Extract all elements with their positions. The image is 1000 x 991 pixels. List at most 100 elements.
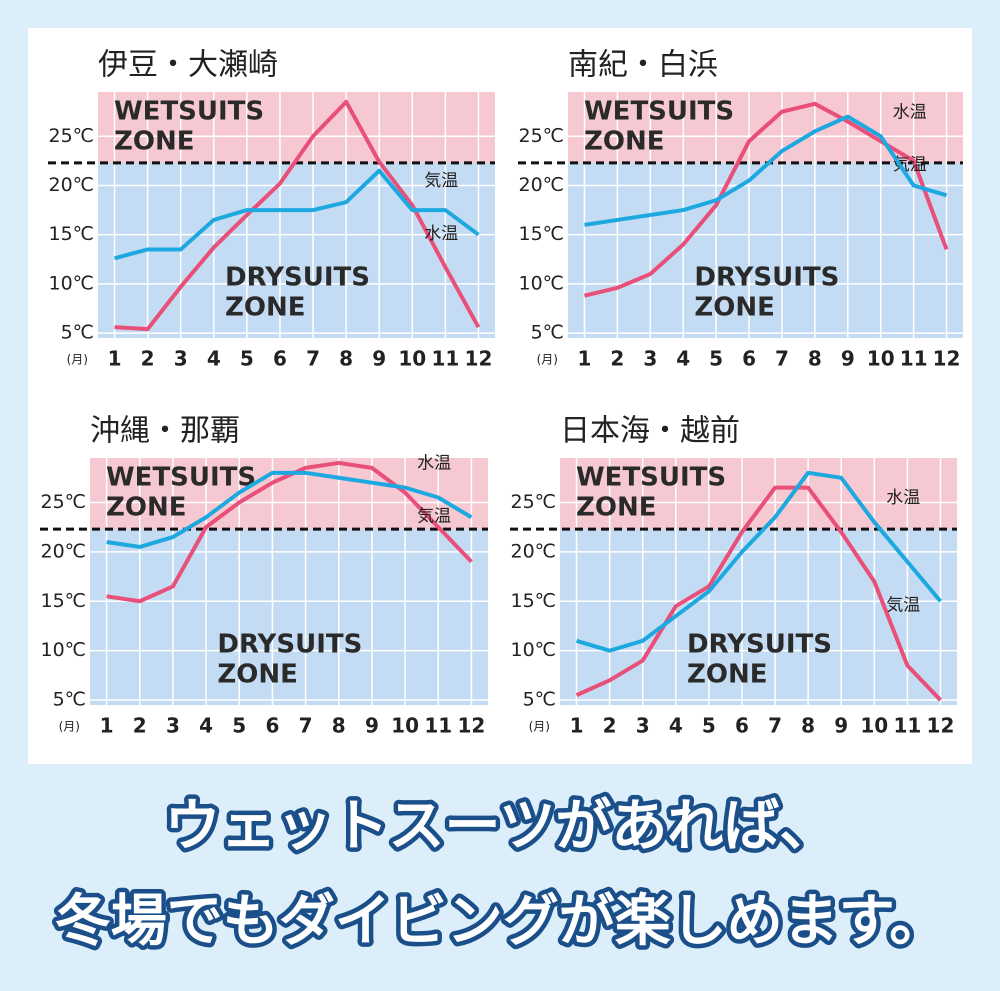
x-tick-label: 1 [100,714,114,738]
x-unit: (月) [537,353,558,367]
x-tick-label: 8 [339,347,353,371]
x-tick-label: 7 [299,714,313,738]
x-tick-label: 8 [332,714,346,738]
x-tick-label: 3 [174,347,188,371]
zone-label: WETSUITS [584,97,734,127]
zone-label: ZONE [114,127,194,157]
x-tick-label: 8 [808,347,822,371]
x-tick-label: 8 [801,714,815,738]
series-line [114,99,481,332]
dry-zone [568,162,963,338]
x-tick-label: 7 [775,347,789,371]
chart-title: 日本海・越前 [560,414,740,449]
x-tick-label: 9 [365,714,379,738]
x-unit: (月) [59,720,80,734]
x-tick-label: 5 [709,347,723,371]
x-tick-label: 12 [465,347,493,371]
x-tick-label: 9 [834,714,848,738]
y-tick-label: 10℃ [518,272,564,294]
x-tick-label: 3 [636,714,650,738]
x-tick-label: 6 [742,347,756,371]
y-tick-label: 10℃ [510,639,556,661]
x-unit: (月) [67,353,88,367]
y-tick-label: 5℃ [61,322,94,344]
x-tick-label: 10 [867,347,895,371]
wet-zone [560,458,957,530]
series-label: 気温 [886,596,920,616]
x-tick-label: 9 [372,347,386,371]
series-label: 水温 [417,454,451,474]
zone-label: ZONE [225,293,305,323]
x-tick-label: 3 [166,714,180,738]
series-label: 気温 [424,171,458,191]
x-tick-label: 1 [108,347,122,371]
zone-label: DRYSUITS [225,263,370,293]
x-tick-label: 6 [265,714,279,738]
x-tick-label: 10 [398,347,426,371]
x-tick-label: 12 [933,347,961,371]
x-tick-label: 2 [141,347,155,371]
x-tick-label: 12 [457,714,485,738]
x-tick-label: 6 [273,347,287,371]
x-tick-label: 2 [133,714,147,738]
zone-label: ZONE [106,493,186,523]
x-tick-label: 2 [610,347,624,371]
x-tick-label: 12 [927,714,955,738]
x-tick-label: 11 [900,347,928,371]
y-tick-label: 10℃ [48,272,94,294]
dry-zone [90,529,488,705]
x-tick-label: 11 [424,714,452,738]
chart-title: 南紀・白浜 [568,48,718,83]
zone-label: ZONE [687,660,767,690]
x-unit: (月) [529,720,550,734]
x-tick-label: 9 [841,347,855,371]
zone-label: ZONE [576,493,656,523]
series-line [106,470,473,549]
series-label: 水温 [893,102,927,122]
y-tick-label: 25℃ [48,125,94,147]
series-line [584,114,948,227]
dry-zone [560,529,957,705]
x-tick-label: 1 [577,347,591,371]
x-tick-label: 7 [306,347,320,371]
y-tick-label: 25℃ [40,491,86,513]
chart-title: 伊豆・大瀬崎 [98,48,278,83]
y-tick-label: 15℃ [40,590,86,612]
x-tick-label: 7 [768,714,782,738]
zone-label: ZONE [217,660,297,690]
series-label: 水温 [886,488,920,508]
y-tick-label: 10℃ [40,639,86,661]
series-line [114,168,480,261]
y-tick-label: 20℃ [510,540,556,562]
zone-label: ZONE [584,127,664,157]
y-tick-label: 25℃ [510,491,556,513]
x-tick-label: 2 [603,714,617,738]
y-tick-label: 20℃ [40,540,86,562]
series-line [575,470,942,653]
x-tick-label: 11 [431,347,459,371]
x-tick-label: 5 [240,347,254,371]
x-tick-label: 11 [893,714,921,738]
caption: ウェットスーツがあれば、 [165,794,836,859]
series-line [106,460,473,604]
caption: 冬場でもダイビングが楽しめます。 [55,889,945,954]
y-tick-label: 20℃ [48,174,94,196]
zone-label: DRYSUITS [687,630,832,660]
zone-label: DRYSUITS [694,263,839,293]
x-tick-label: 4 [669,714,683,738]
zone-label: DRYSUITS [217,630,362,660]
x-tick-label: 4 [199,714,213,738]
x-tick-label: 4 [207,347,221,371]
zone-label: WETSUITS [576,463,726,493]
y-tick-label: 5℃ [53,689,86,711]
series-label: 気温 [417,507,451,527]
chart-title: 沖縄・那覇 [90,414,240,449]
x-tick-label: 10 [391,714,419,738]
y-tick-label: 5℃ [523,689,556,711]
x-tick-label: 5 [232,714,246,738]
x-tick-label: 1 [570,714,584,738]
series-label: 水温 [424,224,458,244]
wet-zone [98,92,495,163]
